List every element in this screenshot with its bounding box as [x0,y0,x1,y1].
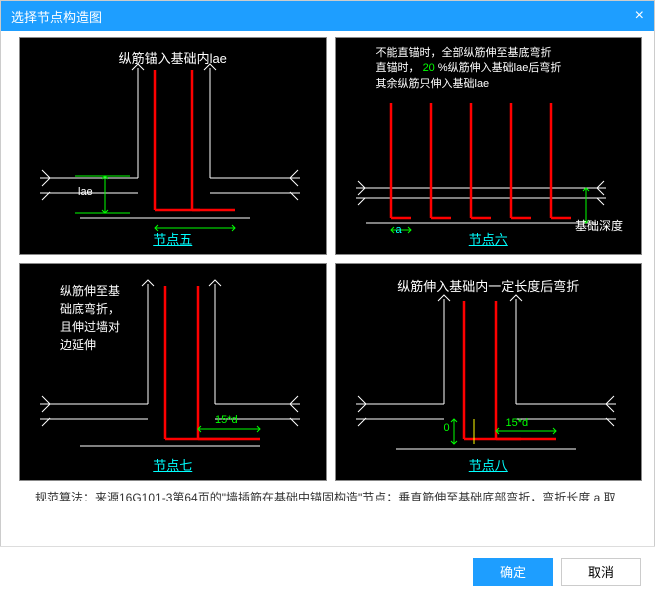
content-area: 纵筋锚入基础内lae lae 节点五 不能直锚时，全部纵筋伸至基底弯折 直锚时， [1,31,654,501]
panel8-link[interactable]: 节点八 [469,455,508,474]
panel-node-8[interactable]: 纵筋伸入基础内一定长度后弯折 15*d 0 节点八 [335,263,643,481]
panel5-dim-lae: lae [78,186,93,198]
panel-node-6[interactable]: 不能直锚时，全部纵筋伸至基底弯折 直锚时， 20 %纵筋伸入基础lae后弯折 其… [335,37,643,255]
panel8-dim-v: 0 [444,422,450,434]
panel7-dim: 15*d [215,414,238,426]
panel5-link[interactable]: 节点五 [153,229,192,248]
description-text: 规范算法：来源16G101-3第64页的"墙插筋在基础中锚固构造"节点；垂直筋伸… [19,481,642,501]
panel7-diagram [20,264,320,482]
diagram-grid: 纵筋锚入基础内lae lae 节点五 不能直锚时，全部纵筋伸至基底弯折 直锚时， [19,37,642,481]
close-icon[interactable]: × [635,7,644,25]
footer: 确定 取消 [0,546,655,596]
panel7-link[interactable]: 节点七 [153,455,192,474]
cancel-button[interactable]: 取消 [561,558,641,586]
panel8-dim-h: 15*d [506,417,529,429]
panel6-depth-label: 基础深度 [575,217,623,234]
panel6-dim-a: a [396,224,402,236]
panel6-link[interactable]: 节点六 [469,229,508,248]
panel-node-7[interactable]: 纵筋伸至基 础底弯折， 且伸过墙对 边延伸 15*d 节点七 [19,263,327,481]
panel-node-5[interactable]: 纵筋锚入基础内lae lae 节点五 [19,37,327,255]
window-title: 选择节点构造图 [11,7,102,26]
panel5-diagram [20,38,320,256]
ok-button[interactable]: 确定 [473,558,553,586]
panel8-diagram [336,264,636,482]
titlebar: 选择节点构造图 × [1,1,654,31]
